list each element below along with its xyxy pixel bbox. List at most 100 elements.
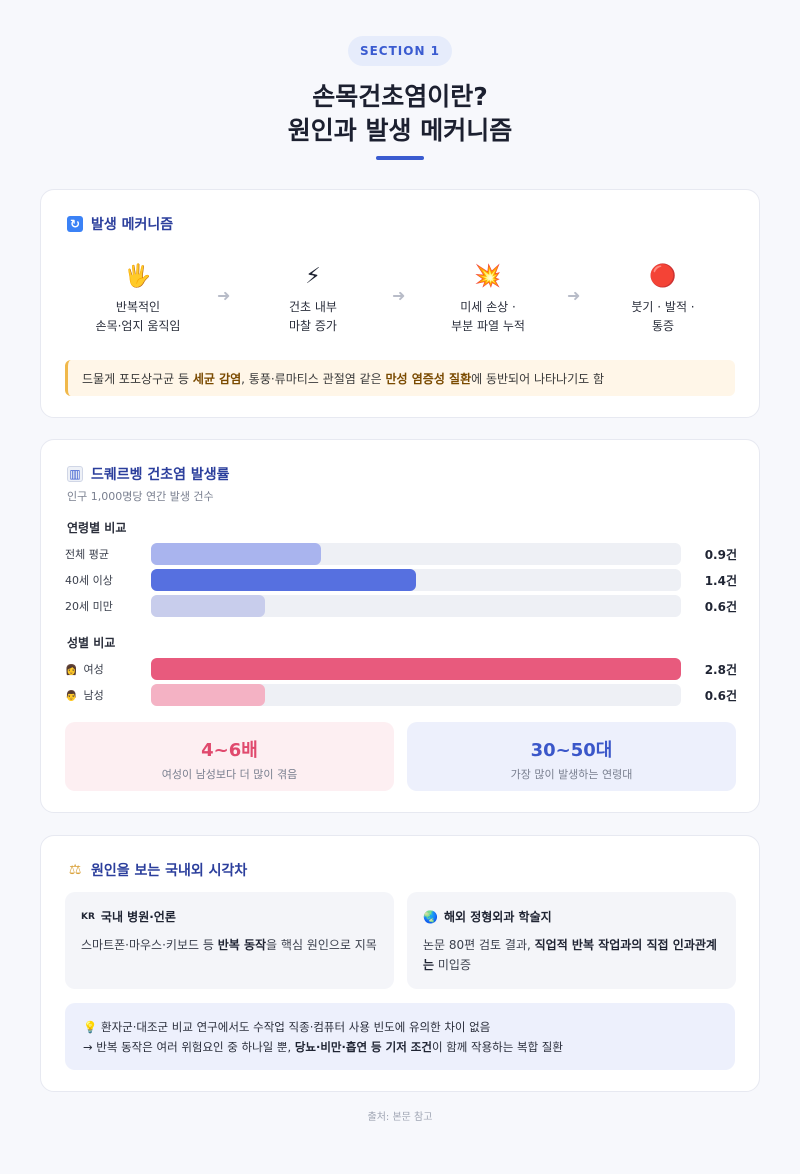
incidence-heading: ▥ 드퀘르벵 건초염 발생률 xyxy=(67,464,230,484)
stat-value: 30~50대 xyxy=(530,740,613,761)
step-label-line: 손목·엄지 움직임 xyxy=(95,319,181,333)
bar-row: 👨 남성 0.6건 xyxy=(65,684,737,706)
bar-label-text: 남성 xyxy=(83,689,104,702)
incidence-card: ▥ 드퀘르벵 건초염 발생률 인구 1,000명당 연간 발생 건수 연령별 비… xyxy=(40,439,760,813)
refresh-icon: ↻ xyxy=(67,216,83,232)
bar-label-text: 전체 평균 xyxy=(65,548,109,561)
bar-row: 40세 이상 1.4건 xyxy=(65,569,737,591)
scales-icon: ⚖ xyxy=(68,862,82,878)
step-label-line: 부분 파열 누적 xyxy=(451,319,525,333)
note-text: , 통풍·류마티스 관절염 같은 xyxy=(241,371,386,386)
page-title: 손목건초염이란? 원인과 발생 메커니즘 xyxy=(0,80,800,148)
person-icon: 👩 xyxy=(65,665,78,676)
section-label: SECTION 1 xyxy=(348,36,452,66)
source-note: 출처: 본문 참고 xyxy=(367,1112,433,1123)
step-label-line: 건초 내부 xyxy=(289,300,337,314)
bar-row: 👩 여성 2.8건 xyxy=(65,658,737,680)
note-bold: 만성 염증성 질환 xyxy=(385,371,472,386)
bar-label: 40세 이상 xyxy=(65,572,113,588)
step-label-line: 미세 손상 · xyxy=(460,300,516,314)
gender-group-title: 성별 비교 xyxy=(67,636,116,650)
red-circle-icon: 🔴 xyxy=(649,264,677,289)
person-icon: 👨 xyxy=(65,691,78,702)
bar-label: 👨 남성 xyxy=(65,687,104,703)
overseas-view-box: 🌏 해외 정형외과 학술지 논문 80편 검토 결과, 직업적 반복 작업과의 직… xyxy=(407,892,736,989)
mechanism-note: 드물게 포도상구균 등 세균 감염, 통풍·류마티스 관절염 같은 만성 염증성… xyxy=(65,360,735,396)
box-bold: 반복 동작 xyxy=(217,938,267,952)
light-bulb-icon: 💡 xyxy=(83,1020,98,1034)
stat-card-gender-ratio: 4~6배 여성이 남성보다 더 많이 겪음 xyxy=(65,722,394,791)
callout-line: 환자군·대조군 비교 연구에서도 수작업 직종·컴퓨터 사용 빈도에 유의한 차… xyxy=(100,1020,491,1034)
callout-text: → 반복 동작은 여러 위험요인 중 하나일 뿐, xyxy=(83,1040,295,1054)
bar-label-text: 20세 미만 xyxy=(65,600,113,613)
title-underline xyxy=(376,156,424,160)
bar-fill xyxy=(151,658,681,680)
collision-icon: 💥 xyxy=(474,264,502,289)
step-label-line: 반복적인 xyxy=(115,300,161,314)
stat-card-peak-age: 30~50대 가장 많이 발생하는 연령대 xyxy=(407,722,736,791)
incidence-heading-text: 드퀘르벵 건초염 발생률 xyxy=(91,467,230,483)
age-group-title: 연령별 비교 xyxy=(67,521,127,535)
bar-track xyxy=(151,543,681,565)
bar-fill xyxy=(151,595,265,617)
arrow-icon: ➜ xyxy=(217,286,231,305)
perspective-heading: ⚖ 원인을 보는 국내외 시각차 xyxy=(67,860,248,880)
note-bold: 세균 감염 xyxy=(192,371,242,386)
bar-fill xyxy=(151,684,265,706)
domestic-view-box: KR 국내 병원·언론 스마트폰·마우스·키보드 등 반복 동작을 핵심 원인으로… xyxy=(65,892,394,989)
bar-label-text: 40세 이상 xyxy=(65,574,113,587)
bar-value: 1.4건 xyxy=(704,574,737,588)
bar-label: 전체 평균 xyxy=(65,546,109,562)
lightning-icon: ⚡ xyxy=(305,264,321,289)
box-text: 미입증 xyxy=(434,958,471,972)
bar-value: 2.8건 xyxy=(704,663,737,677)
insight-callout: 💡 환자군·대조군 비교 연구에서도 수작업 직종·컴퓨터 사용 빈도에 유의한… xyxy=(65,1003,735,1070)
bar-track xyxy=(151,569,681,591)
title-line-1: 손목건초염이란? xyxy=(312,82,488,111)
box-title: 해외 정형외과 학술지 xyxy=(443,910,552,924)
bar-value: 0.6건 xyxy=(704,600,737,614)
bar-row: 20세 미만 0.6건 xyxy=(65,595,737,617)
bar-track xyxy=(151,684,681,706)
callout-bold: 당뇨·비만·흡연 등 기저 조건 xyxy=(294,1040,432,1054)
note-text: 에 동반되어 나타나기도 함 xyxy=(471,371,605,386)
hand-icon: 🖐 xyxy=(124,264,152,289)
callout-text: 이 함께 작용하는 복합 질환 xyxy=(431,1040,563,1054)
incidence-subtitle: 인구 1,000명당 연간 발생 건수 xyxy=(67,490,214,503)
title-line-2: 원인과 발생 메커니즘 xyxy=(287,116,513,145)
box-text: 논문 80편 검토 결과, xyxy=(423,938,535,952)
step-label-line: 통증 xyxy=(651,319,675,333)
bar-row: 전체 평균 0.9건 xyxy=(65,543,737,565)
kr-flag-icon: KR xyxy=(81,911,95,922)
bar-value: 0.6건 xyxy=(704,689,737,703)
stat-caption: 가장 많이 발생하는 연령대 xyxy=(510,768,633,781)
box-text: 스마트폰·마우스·키보드 등 xyxy=(81,938,218,952)
arrow-icon: ➜ xyxy=(392,286,406,305)
mechanism-heading: ↻ 발생 메커니즘 xyxy=(67,214,173,234)
mechanism-step-4: 🔴 붓기 · 발적 · 통증 xyxy=(578,262,748,336)
bar-fill xyxy=(151,569,416,591)
mechanism-step-3: 💥 미세 손상 · 부분 파열 누적 xyxy=(403,262,573,336)
arrow-icon: ➜ xyxy=(567,286,581,305)
bar-label-text: 여성 xyxy=(83,663,104,676)
globe-icon: 🌏 xyxy=(423,909,438,924)
box-bold: 직업적 반복 작업과의 직접 인과관계는 xyxy=(423,938,717,972)
bar-track xyxy=(151,595,681,617)
bar-label: 20세 미만 xyxy=(65,598,113,614)
step-label-line: 마찰 증가 xyxy=(289,319,337,333)
perspective-heading-text: 원인을 보는 국내외 시각차 xyxy=(91,863,248,879)
bar-label: 👩 여성 xyxy=(65,661,104,677)
bar-fill xyxy=(151,543,322,565)
bar-value: 0.9건 xyxy=(704,548,737,562)
note-text: 드물게 포도상구균 등 xyxy=(82,371,193,386)
stat-value: 4~6배 xyxy=(201,740,258,761)
bar-track xyxy=(151,658,681,680)
box-title: 국내 병원·언론 xyxy=(100,910,176,924)
step-label-line: 붓기 · 발적 · xyxy=(631,300,695,314)
bar-chart-icon: ▥ xyxy=(67,466,83,482)
mechanism-heading-text: 발생 메커니즘 xyxy=(91,217,174,233)
stat-caption: 여성이 남성보다 더 많이 겪음 xyxy=(161,768,298,781)
